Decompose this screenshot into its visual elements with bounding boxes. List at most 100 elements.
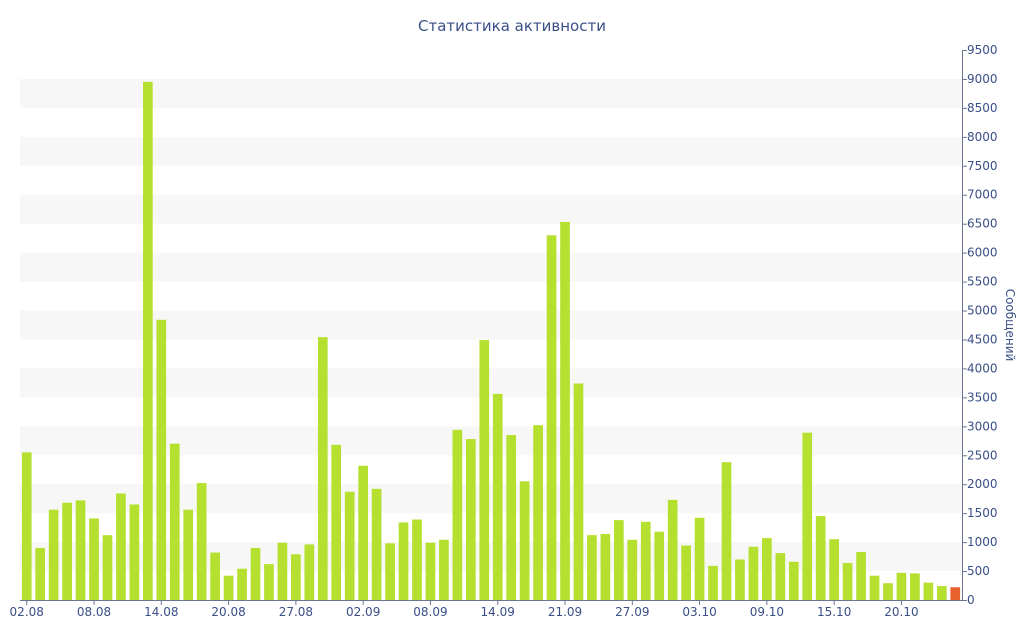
bar[interactable] bbox=[654, 531, 665, 600]
bar[interactable] bbox=[667, 499, 678, 600]
x-tick-label: 02.09 bbox=[346, 605, 380, 619]
y-tick-label: 9000 bbox=[967, 72, 998, 86]
y-axis-ticks: 0 500 1000 1500 2000 2500 3000 3500 4000 4500 5000… bbox=[962, 43, 998, 607]
bar[interactable] bbox=[869, 575, 880, 600]
chart-title: Статистика активности bbox=[418, 17, 606, 35]
bar[interactable] bbox=[304, 544, 315, 600]
bar[interactable] bbox=[802, 432, 813, 600]
bar[interactable] bbox=[89, 518, 99, 600]
bar[interactable] bbox=[264, 564, 274, 600]
y-tick-label: 1000 bbox=[967, 535, 998, 549]
bar[interactable] bbox=[856, 551, 866, 600]
bar[interactable] bbox=[142, 81, 153, 600]
y-tick-label: 9500 bbox=[967, 43, 998, 57]
bar[interactable] bbox=[371, 488, 382, 600]
x-tick-label: 14.08 bbox=[144, 605, 178, 619]
bar[interactable] bbox=[910, 573, 920, 600]
bar[interactable] bbox=[519, 481, 530, 600]
bar-current[interactable] bbox=[950, 587, 961, 600]
x-axis-ticks: 02.08 08.08 14.08 20.08 27.08 02.09 08.09 14.09… bbox=[10, 600, 919, 619]
bar[interactable] bbox=[748, 546, 759, 600]
bar[interactable] bbox=[640, 521, 651, 600]
bar[interactable] bbox=[479, 340, 490, 600]
bar[interactable] bbox=[439, 539, 449, 600]
bar[interactable] bbox=[21, 452, 32, 600]
y-tick-label: 3500 bbox=[967, 390, 998, 404]
bar[interactable] bbox=[452, 429, 463, 600]
grid-band bbox=[20, 252, 962, 282]
bar[interactable] bbox=[465, 439, 476, 600]
x-tick-label: 21.09 bbox=[548, 605, 582, 619]
bar[interactable] bbox=[48, 509, 59, 600]
y-tick-label: 4500 bbox=[967, 332, 998, 346]
bar[interactable] bbox=[75, 500, 86, 600]
bar[interactable] bbox=[560, 221, 570, 600]
bar[interactable] bbox=[62, 502, 72, 600]
grid-band bbox=[20, 194, 962, 224]
bar[interactable] bbox=[344, 491, 355, 600]
bar[interactable] bbox=[317, 337, 328, 600]
bar[interactable] bbox=[506, 435, 517, 600]
y-tick-label: 4000 bbox=[967, 361, 998, 375]
bar[interactable] bbox=[708, 565, 718, 600]
y-tick-label: 5500 bbox=[967, 275, 998, 289]
bar[interactable] bbox=[35, 547, 46, 600]
bar[interactable] bbox=[223, 575, 234, 600]
bar[interactable] bbox=[398, 522, 409, 600]
bar[interactable] bbox=[694, 517, 705, 600]
y-tick-label: 500 bbox=[967, 564, 990, 578]
bar[interactable] bbox=[936, 586, 947, 600]
x-tick-label: 20.08 bbox=[211, 605, 245, 619]
grid-band bbox=[20, 136, 962, 166]
bar[interactable] bbox=[573, 383, 584, 600]
bar[interactable] bbox=[331, 444, 342, 600]
bar[interactable] bbox=[210, 552, 220, 600]
bar[interactable] bbox=[883, 583, 893, 600]
y-tick-label: 6500 bbox=[967, 217, 998, 231]
x-tick-label: 27.08 bbox=[279, 605, 313, 619]
y-tick-label: 5000 bbox=[967, 304, 998, 318]
bar[interactable] bbox=[291, 554, 301, 600]
bar[interactable] bbox=[183, 509, 194, 600]
grid-band bbox=[20, 78, 962, 108]
bar[interactable] bbox=[196, 483, 207, 600]
y-tick-label: 6000 bbox=[967, 246, 998, 260]
bar[interactable] bbox=[102, 535, 113, 600]
bar[interactable] bbox=[169, 443, 180, 600]
x-tick-label: 09.10 bbox=[750, 605, 784, 619]
bar[interactable] bbox=[533, 425, 543, 600]
bar[interactable] bbox=[277, 542, 288, 600]
bar[interactable] bbox=[735, 559, 745, 600]
bar[interactable] bbox=[829, 539, 840, 600]
bar[interactable] bbox=[587, 535, 597, 600]
bar[interactable] bbox=[129, 504, 140, 600]
grid-band bbox=[20, 368, 962, 398]
bar[interactable] bbox=[385, 543, 395, 600]
bar[interactable] bbox=[237, 568, 247, 600]
bar[interactable] bbox=[600, 534, 611, 600]
bar[interactable] bbox=[775, 553, 786, 600]
bar[interactable] bbox=[116, 493, 126, 600]
y-tick-label: 2000 bbox=[967, 477, 998, 491]
bar[interactable] bbox=[762, 538, 772, 600]
x-tick-label: 27.09 bbox=[615, 605, 649, 619]
bar[interactable] bbox=[721, 462, 732, 600]
y-axis-label: Сообщений bbox=[1003, 289, 1017, 362]
bar[interactable] bbox=[896, 572, 907, 600]
bar[interactable] bbox=[842, 562, 853, 600]
bar[interactable] bbox=[627, 539, 638, 600]
bar[interactable] bbox=[613, 520, 624, 600]
bar[interactable] bbox=[425, 542, 436, 600]
x-tick-label: 08.09 bbox=[413, 605, 447, 619]
bar[interactable] bbox=[681, 545, 691, 600]
bar[interactable] bbox=[546, 235, 557, 600]
bar[interactable] bbox=[358, 465, 369, 600]
bar[interactable] bbox=[815, 516, 826, 600]
bar[interactable] bbox=[492, 393, 503, 600]
bar[interactable] bbox=[923, 582, 934, 600]
bar[interactable] bbox=[156, 319, 167, 600]
bar[interactable] bbox=[788, 561, 799, 600]
bar[interactable] bbox=[412, 519, 422, 600]
bar[interactable] bbox=[250, 547, 261, 600]
